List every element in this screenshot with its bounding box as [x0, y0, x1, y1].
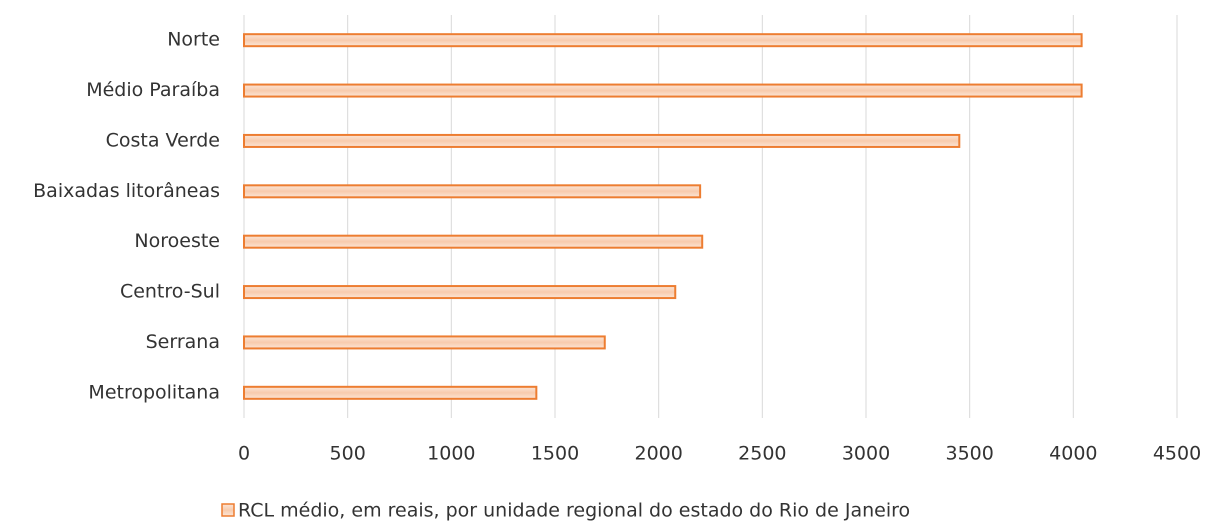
x-tick-label: 3500 — [945, 443, 993, 465]
bar — [243, 83, 1083, 98]
bar — [243, 385, 538, 400]
y-tick-label: Norte — [167, 29, 220, 51]
legend-label: RCL médio, em reais, por unidade regiona… — [238, 500, 910, 522]
x-tick-label: 0 — [238, 443, 250, 465]
y-tick-label: Serrana — [146, 331, 220, 353]
y-tick-label: Baixadas litorâneas — [33, 180, 220, 202]
y-tick-label: Noroeste — [134, 230, 220, 252]
y-tick-label: Centro-Sul — [120, 281, 220, 303]
bar — [243, 133, 961, 148]
x-tick-label: 500 — [330, 443, 366, 465]
y-tick-label: Metropolitana — [88, 381, 220, 403]
x-tick-label: 1000 — [427, 443, 475, 465]
bar — [243, 33, 1083, 48]
x-tick-label: 1500 — [531, 443, 579, 465]
x-tick-label: 3000 — [842, 443, 890, 465]
bar — [243, 184, 702, 199]
y-tick-label: Costa Verde — [106, 129, 220, 151]
legend-swatch — [221, 503, 235, 517]
x-tick-label: 2500 — [738, 443, 786, 465]
x-tick-label: 2000 — [634, 443, 682, 465]
bar — [243, 234, 704, 249]
y-tick-label: Médio Paraíba — [86, 79, 220, 101]
bar — [243, 285, 677, 300]
x-tick-label: 4000 — [1049, 443, 1097, 465]
bar — [243, 335, 606, 350]
x-tick-label: 4500 — [1153, 443, 1201, 465]
